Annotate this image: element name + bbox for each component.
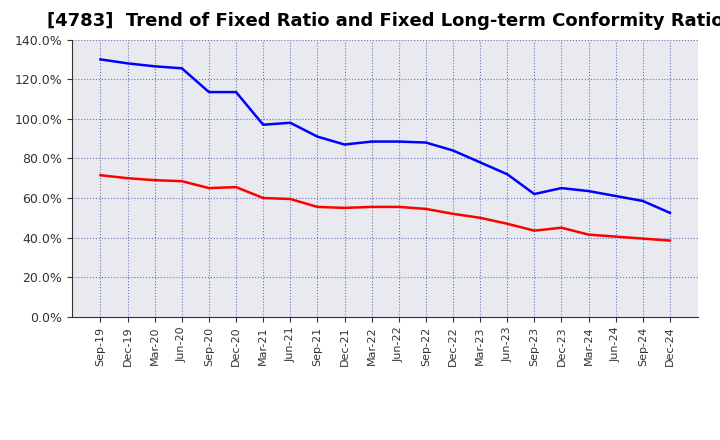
Fixed Ratio [421, 140, 430, 145]
Fixed Long-term Conformity Ratio [665, 238, 674, 243]
Fixed Ratio [232, 89, 240, 95]
Fixed Long-term Conformity Ratio [557, 225, 566, 231]
Fixed Ratio [341, 142, 349, 147]
Fixed Long-term Conformity Ratio [449, 211, 457, 216]
Fixed Long-term Conformity Ratio [476, 215, 485, 220]
Fixed Ratio [123, 61, 132, 66]
Fixed Ratio [503, 172, 511, 177]
Fixed Long-term Conformity Ratio [204, 186, 213, 191]
Fixed Long-term Conformity Ratio [341, 205, 349, 210]
Fixed Ratio [286, 120, 294, 125]
Fixed Ratio [611, 193, 620, 198]
Fixed Ratio [665, 210, 674, 216]
Fixed Ratio [178, 66, 186, 71]
Fixed Long-term Conformity Ratio [232, 184, 240, 190]
Fixed Long-term Conformity Ratio [150, 177, 159, 183]
Fixed Ratio [584, 188, 593, 194]
Line: Fixed Long-term Conformity Ratio: Fixed Long-term Conformity Ratio [101, 175, 670, 241]
Fixed Ratio [204, 89, 213, 95]
Fixed Ratio [449, 148, 457, 153]
Fixed Ratio [476, 160, 485, 165]
Fixed Ratio [259, 122, 268, 128]
Fixed Ratio [395, 139, 403, 144]
Fixed Long-term Conformity Ratio [259, 195, 268, 201]
Fixed Ratio [313, 134, 322, 139]
Fixed Long-term Conformity Ratio [395, 204, 403, 209]
Fixed Ratio [150, 64, 159, 69]
Fixed Ratio [639, 198, 647, 204]
Fixed Long-term Conformity Ratio [530, 228, 539, 233]
Fixed Ratio [96, 57, 105, 62]
Line: Fixed Ratio: Fixed Ratio [101, 59, 670, 213]
Title: [4783]  Trend of Fixed Ratio and Fixed Long-term Conformity Ratio: [4783] Trend of Fixed Ratio and Fixed Lo… [47, 12, 720, 30]
Fixed Long-term Conformity Ratio [639, 236, 647, 241]
Fixed Long-term Conformity Ratio [123, 176, 132, 181]
Fixed Ratio [557, 186, 566, 191]
Fixed Long-term Conformity Ratio [503, 221, 511, 226]
Fixed Long-term Conformity Ratio [584, 232, 593, 237]
Fixed Long-term Conformity Ratio [421, 206, 430, 212]
Fixed Long-term Conformity Ratio [286, 196, 294, 202]
Fixed Ratio [530, 191, 539, 197]
Fixed Long-term Conformity Ratio [367, 204, 376, 209]
Fixed Long-term Conformity Ratio [313, 204, 322, 209]
Fixed Long-term Conformity Ratio [611, 234, 620, 239]
Fixed Ratio [367, 139, 376, 144]
Fixed Long-term Conformity Ratio [96, 172, 105, 178]
Fixed Long-term Conformity Ratio [178, 179, 186, 184]
